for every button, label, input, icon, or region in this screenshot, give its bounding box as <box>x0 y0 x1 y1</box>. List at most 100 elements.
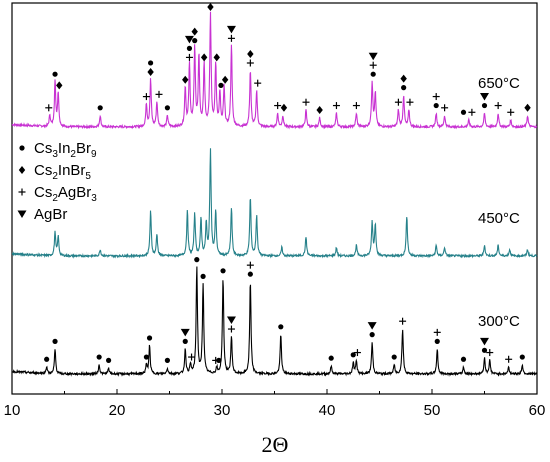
marker-circle <box>481 347 488 353</box>
marker-cross <box>254 79 262 87</box>
marker-cross <box>505 355 513 363</box>
marker-cross <box>507 108 515 116</box>
legend-label: Cs2InBr5 <box>34 162 91 182</box>
x-tick-label: 30 <box>214 402 231 419</box>
marker-circle <box>200 273 206 279</box>
marker-diamond <box>18 166 26 174</box>
marker-triangle <box>180 328 190 337</box>
marker-cross <box>227 34 235 42</box>
marker-cross <box>494 102 502 110</box>
marker-circle <box>481 102 488 109</box>
marker-circle <box>97 105 103 111</box>
marker-circle <box>391 354 397 360</box>
marker-cross <box>274 102 282 110</box>
marker-circle <box>220 268 226 274</box>
marker-diamond <box>182 75 189 84</box>
marker-circle <box>52 71 58 77</box>
series-label: 650°C <box>478 75 520 92</box>
marker-circle <box>247 271 253 277</box>
marker-cross <box>155 90 163 98</box>
marker-triangle <box>368 52 378 61</box>
series-line <box>11 11 538 130</box>
x-tick-label: 20 <box>109 402 126 419</box>
marker-circle <box>182 338 188 344</box>
marker-circle <box>96 354 102 360</box>
legend-label: Cs2AgBr3 <box>34 184 97 204</box>
marker-cross <box>468 108 476 116</box>
marker-circle <box>194 257 200 263</box>
marker-diamond <box>207 3 214 11</box>
x-tick-label: 50 <box>424 402 441 419</box>
marker-diamond <box>524 103 531 112</box>
marker-cross <box>399 317 407 325</box>
marker-cross <box>486 349 494 357</box>
markers-300°C <box>44 257 525 364</box>
marker-cross <box>185 53 193 61</box>
marker-cross <box>369 61 377 69</box>
marker-diamond <box>147 67 154 76</box>
legend-label: Cs3In2Br9 <box>34 140 97 160</box>
legend-item-Cs3In2Br9: Cs3In2Br9 <box>19 140 97 160</box>
markers-650°C <box>45 3 531 116</box>
marker-circle <box>44 356 50 362</box>
marker-circle <box>52 338 58 344</box>
marker-triangle <box>226 316 236 325</box>
marker-diamond <box>56 81 63 90</box>
marker-circle <box>278 324 284 330</box>
marker-cross <box>227 325 235 333</box>
marker-diamond <box>191 27 198 36</box>
series-300°C: 300°C <box>11 266 538 377</box>
marker-triangle <box>480 337 489 346</box>
marker-circle <box>143 354 149 360</box>
marker-circle <box>218 82 224 88</box>
marker-cross <box>352 102 360 110</box>
marker-circle <box>460 109 467 115</box>
marker-diamond <box>280 103 288 112</box>
marker-cross <box>353 349 361 357</box>
marker-cross <box>45 104 53 112</box>
marker-layer <box>44 3 531 364</box>
marker-cross <box>332 102 340 110</box>
marker-circle <box>328 355 334 361</box>
marker-circle <box>148 60 154 66</box>
marker-circle <box>19 145 25 151</box>
marker-cross <box>246 261 254 269</box>
marker-circle <box>192 38 198 44</box>
x-tick-label: 40 <box>319 402 336 419</box>
marker-circle <box>164 357 170 363</box>
marker-triangle <box>226 25 236 34</box>
marker-diamond <box>400 74 407 83</box>
marker-circle <box>106 357 112 363</box>
marker-circle <box>401 85 407 91</box>
x-axis-label: 2Θ <box>262 432 289 457</box>
marker-triangle <box>17 210 27 218</box>
marker-circle <box>350 352 356 358</box>
marker-circle <box>186 45 193 52</box>
marker-cross <box>302 98 310 106</box>
marker-triangle <box>367 322 377 330</box>
marker-circle <box>434 338 440 344</box>
marker-circle <box>433 102 439 109</box>
x-axis: 10 20 30 40 50 60 <box>4 389 546 419</box>
marker-cross <box>188 353 196 361</box>
legend-item-AgBr: AgBr <box>17 206 67 223</box>
x-tick-label: 60 <box>529 402 546 419</box>
x-tick-label: 10 <box>4 402 21 419</box>
marker-diamond <box>200 53 208 62</box>
marker-triangle <box>184 35 194 44</box>
marker-diamond <box>213 53 220 62</box>
legend-item-Cs2InBr5: Cs2InBr5 <box>18 162 91 182</box>
legend-item-Cs2AgBr3: Cs2AgBr3 <box>18 184 97 204</box>
series-450°C: 450°C <box>11 148 538 259</box>
series-layer: 650°C 450°C 300°C <box>11 11 538 377</box>
marker-circle <box>370 71 376 77</box>
marker-cross <box>441 104 449 112</box>
marker-circle <box>519 354 525 360</box>
legend-label: AgBr <box>34 206 67 223</box>
marker-circle <box>460 356 467 362</box>
marker-cross <box>246 59 254 67</box>
marker-cross <box>432 93 440 101</box>
series-label: 450°C <box>478 210 520 227</box>
series-line <box>11 148 538 259</box>
